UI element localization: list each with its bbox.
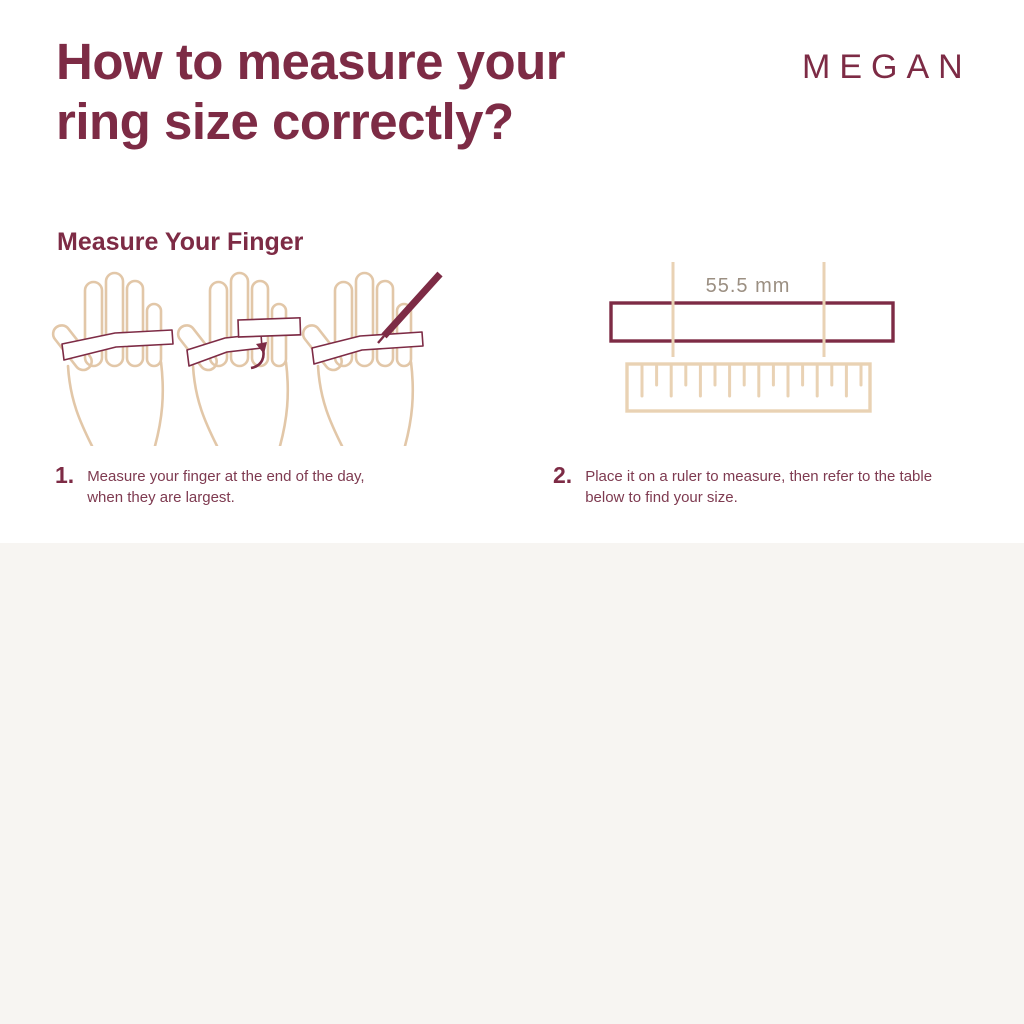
- size-chart-section: FINGER (MM)CIRCUMFERENCES INNER DIAMETER…: [0, 543, 1024, 1024]
- paper-strip-icon: [186, 333, 263, 367]
- hand-illustration-2: [173, 271, 302, 446]
- ruler-ticks: [640, 364, 863, 398]
- wrap-arrowhead-icon: [256, 342, 267, 354]
- page-title-line2: ring size correctly?: [56, 92, 514, 150]
- instructions-section: How to measure your ring size correctly? …: [48, 32, 972, 508]
- ruler-icon: [625, 362, 872, 413]
- paper-strip-flap-icon: [237, 317, 302, 338]
- hand-measurement-illustrations: [48, 271, 443, 446]
- step-2: 2. Place it on a ruler to measure, then …: [553, 464, 953, 508]
- page-title-line1: How to measure your: [56, 33, 566, 90]
- paper-strip-icon: [61, 329, 174, 361]
- measurement-value-label: 55.5 mm: [706, 275, 791, 297]
- measure-finger-heading: Measure Your Finger: [57, 228, 304, 256]
- hand-illustration-1: [48, 271, 174, 446]
- step-2-text: Place it on a ruler to measure, then ref…: [585, 468, 933, 506]
- hand-illustration-3: [298, 271, 443, 446]
- step-1-text: Measure your finger at the end of the da…: [87, 468, 365, 506]
- paper-strip-icon: [311, 331, 424, 365]
- paper-strip-icon: [609, 301, 895, 343]
- brand-logo: MEGAN: [802, 48, 972, 86]
- page-title: How to measure your ring size correctly?: [56, 32, 566, 151]
- marker-pen-tip-icon: [377, 335, 385, 344]
- step-1-number: 1.: [55, 462, 75, 488]
- step-1: 1. Measure your finger at the end of the…: [55, 464, 385, 508]
- step-2-number: 2.: [553, 462, 573, 488]
- ruler-measurement-diagram: 55.5 mm: [609, 262, 895, 413]
- marker-pen-icon: [381, 271, 443, 339]
